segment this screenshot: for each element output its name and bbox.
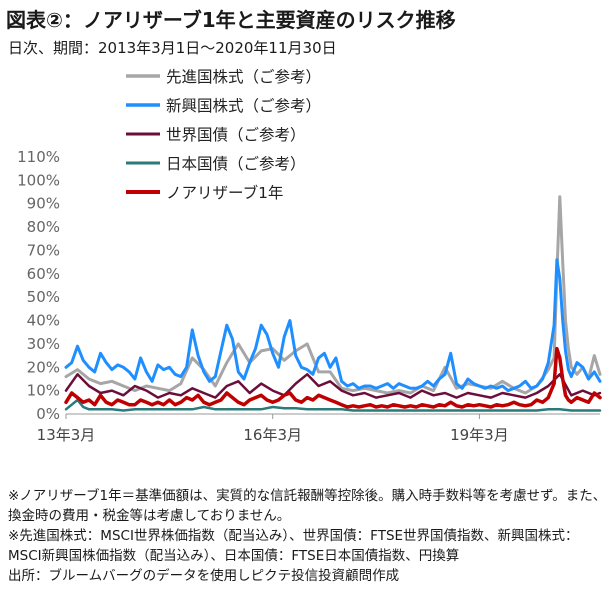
y-tick-label: 100% [17, 171, 60, 189]
y-tick-label: 50% [27, 288, 60, 306]
chart-legend: 先進国株式（ご参考） 新興国株式（ご参考） 世界国債（ご参考） 日本国債（ご参考） ノア… [126, 68, 321, 202]
legend-label: 新興国株式（ご参考） [166, 97, 321, 115]
y-tick-label: 110% [17, 148, 60, 166]
y-tick-label: 10% [27, 382, 60, 400]
figure-title: 図表②：ノアリザーブ1年と主要資産のリスク推移 [6, 8, 456, 32]
plot-area [64, 195, 602, 412]
y-tick-label: 80% [27, 218, 60, 236]
y-tick-label: 40% [27, 312, 60, 330]
x-tick-label: 16年3月 [243, 426, 302, 444]
legend-label: ノアリザーブ1年 [166, 183, 283, 202]
x-tick-label: 13年3月 [37, 426, 96, 444]
footnotes: ※ノアリザーブ1年＝基準価額は、実質的な信託報酬等控除後。購入時手数料等を考慮せ… [8, 486, 612, 586]
legend-label: 先進国株式（ご参考） [166, 68, 321, 86]
x-tick-label: 19年3月 [450, 426, 509, 444]
legend-label: 日本国債（ご参考） [166, 155, 306, 173]
figure-subtitle: 日次、期間：2013年3月1日～2020年11月30日 [8, 39, 337, 57]
series-line-1 [64, 195, 602, 395]
series-line-3 [64, 373, 602, 399]
y-tick-label: 30% [27, 335, 60, 353]
y-axis: 0% 10% 20% 30% 40% 50% 60% 70% 80% 90% 100% 110% [17, 148, 60, 423]
x-axis: 13年3月 16年3月 19年3月 [37, 413, 600, 444]
footnote-source: 出所：ブルームバーグのデータを使用しピクテ投信投資顧問作成 [8, 568, 400, 584]
y-tick-label: 20% [27, 358, 60, 376]
risk-line-chart: 先進国株式（ご参考） 新興国株式（ご参考） 世界国債（ご参考） 日本国債（ご参考） ノア… [17, 68, 602, 444]
footnote-index-definitions: ※先進国株式：MSCI世界株価指数（配当込み）、世界国債：FTSE世界国債指数、… [8, 528, 579, 564]
y-tick-label: 0% [36, 405, 60, 423]
legend-label: 世界国債（ご参考） [166, 126, 306, 144]
footnote-fund-definition: ※ノアリザーブ1年＝基準価額は、実質的な信託報酬等控除後。購入時手数料等を考慮せ… [8, 488, 607, 524]
y-tick-label: 90% [27, 195, 60, 213]
series-line-2 [64, 258, 602, 393]
series-line-5 [64, 346, 602, 409]
series-line-4 [64, 398, 602, 412]
y-tick-label: 60% [27, 265, 60, 283]
y-tick-label: 70% [27, 241, 60, 259]
